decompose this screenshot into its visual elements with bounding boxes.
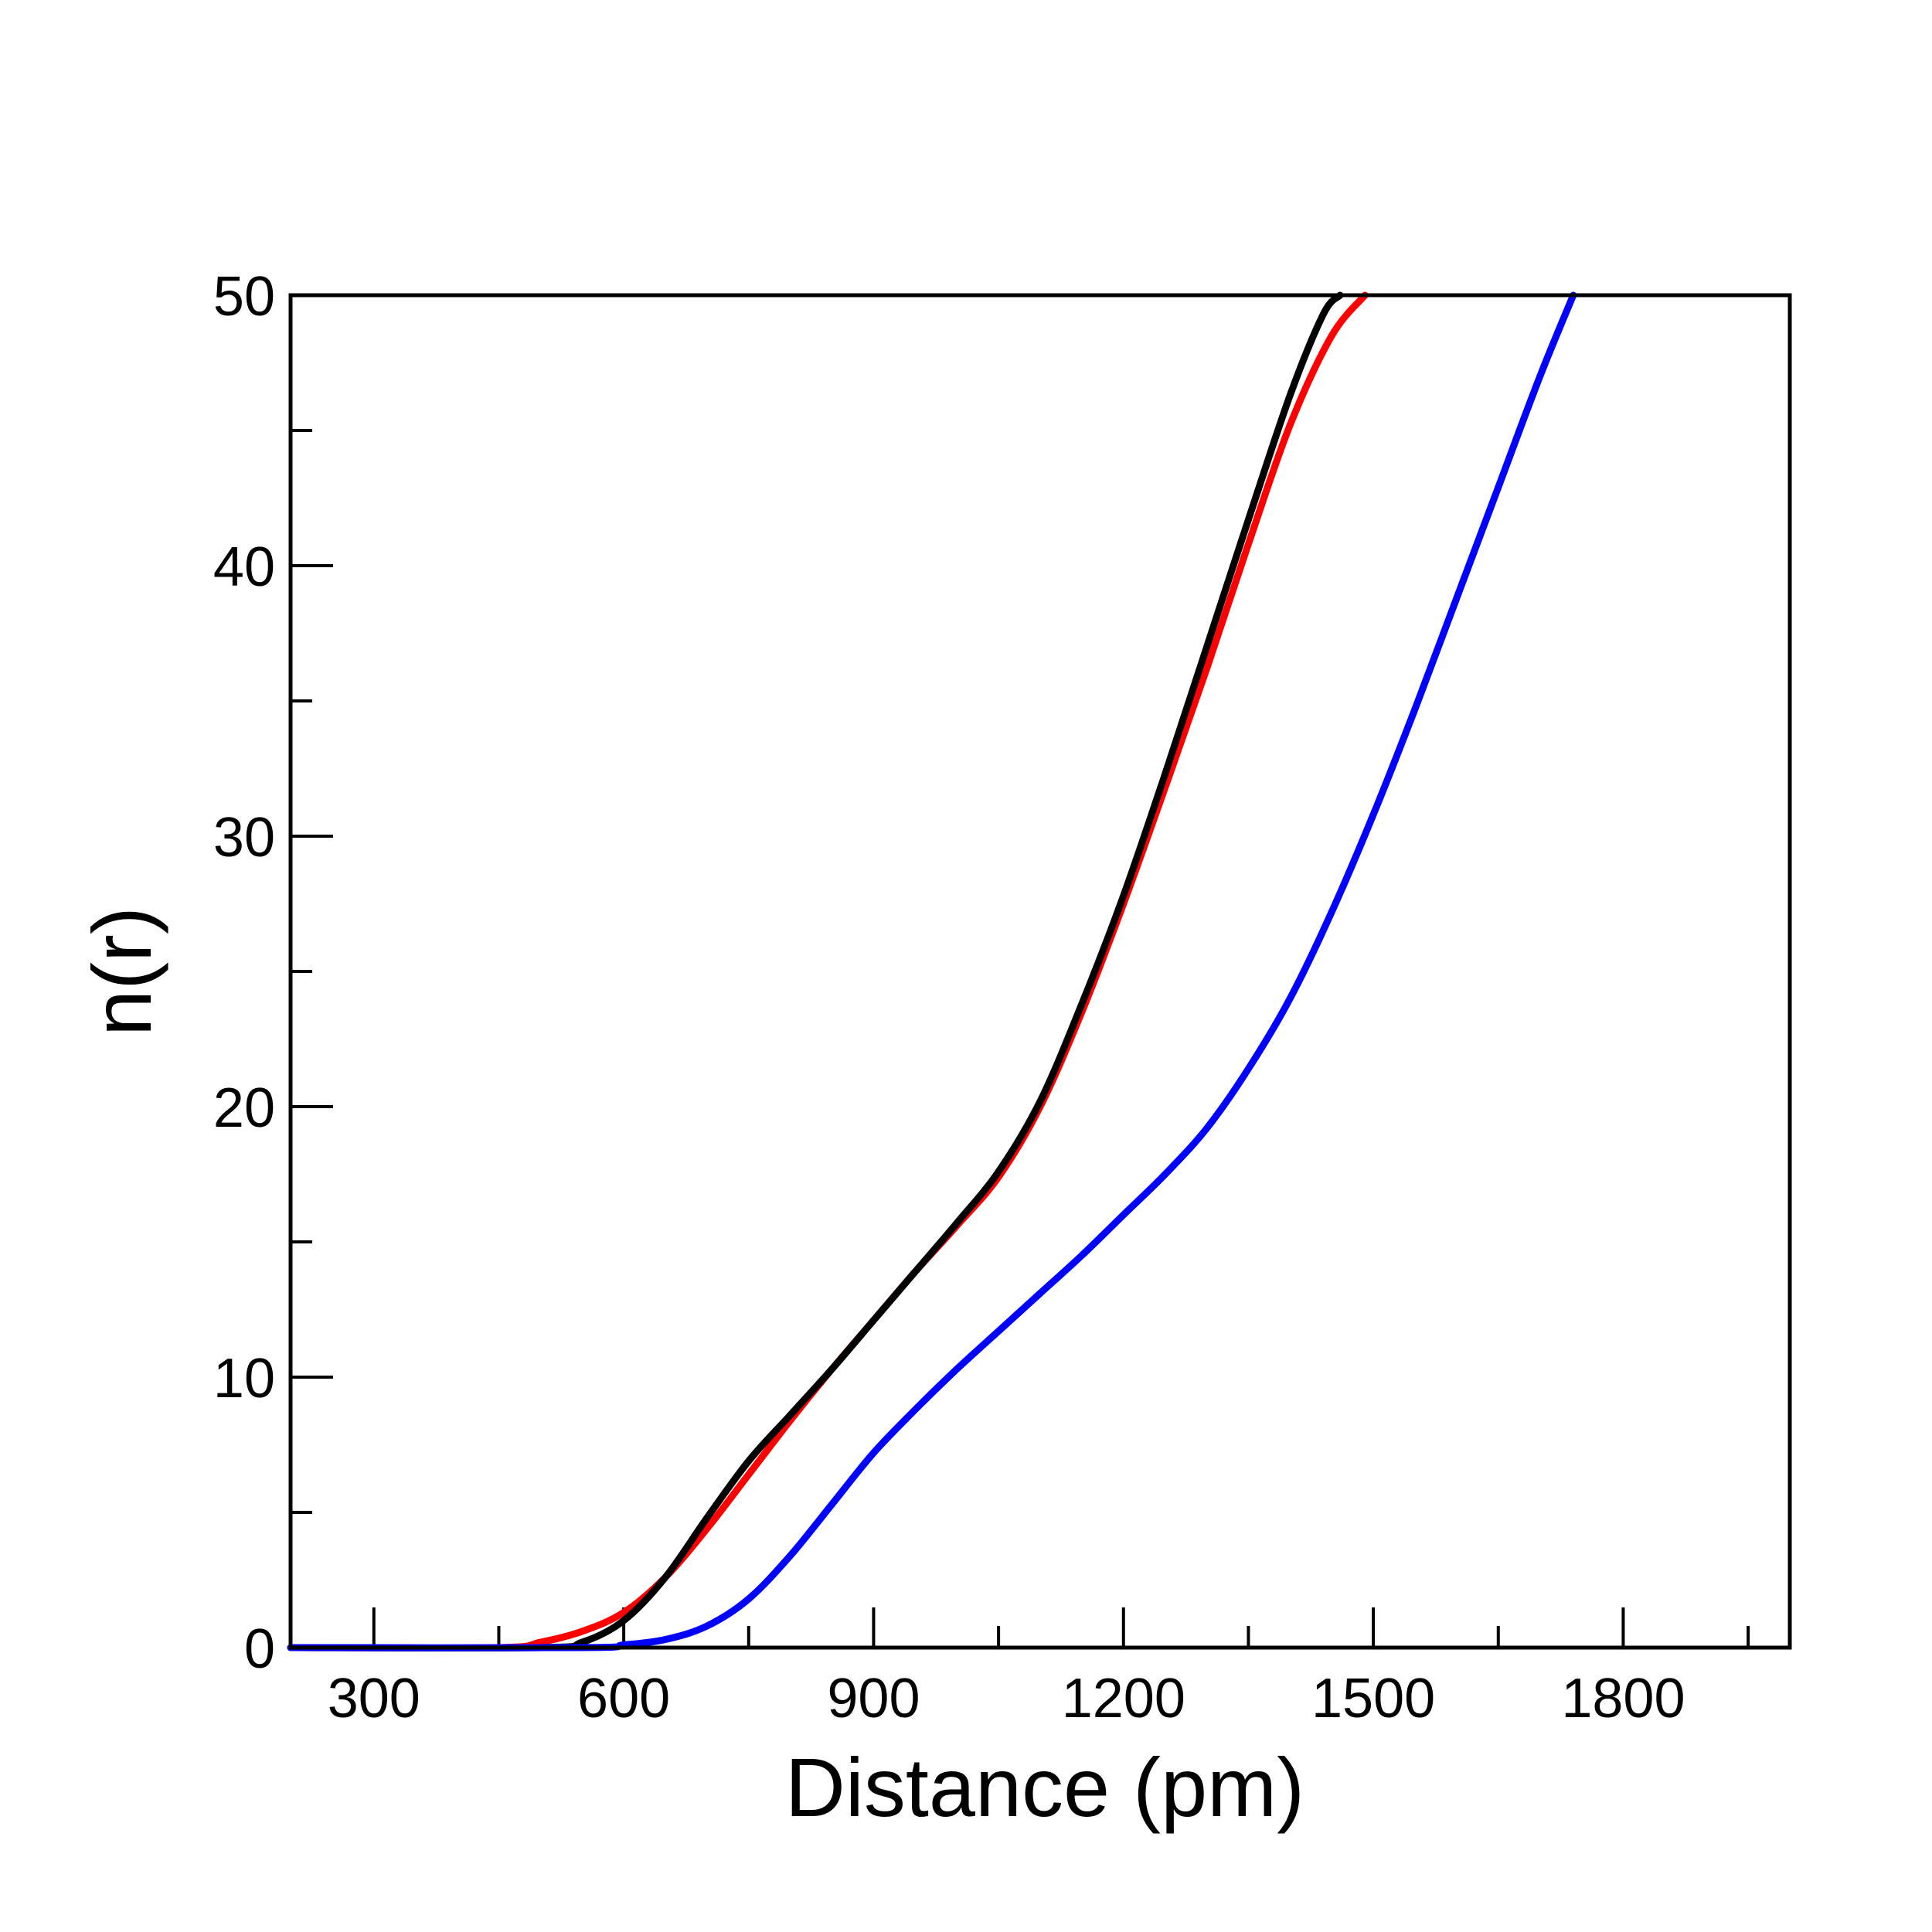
y-tick-label: 0: [244, 1618, 275, 1680]
x-tick-label: 900: [827, 1668, 920, 1730]
x-tick-label: 300: [328, 1668, 420, 1730]
y-tick-label: 10: [213, 1348, 275, 1410]
y-tick-label: 30: [213, 807, 275, 869]
y-axis-label: n(r): [75, 906, 168, 1036]
major-ticks: [291, 294, 1625, 1649]
series-line-2: [287, 291, 1344, 1652]
series-line-1: [287, 291, 1369, 1652]
series-line-3: [287, 291, 1577, 1651]
x-axis-label: Distance (pm): [785, 1740, 1304, 1834]
minor-ticks: [291, 429, 1750, 1648]
y-tick-labels: 0 10 20 30 40 50: [213, 266, 275, 1680]
series-layer: [287, 291, 1577, 1652]
x-tick-label: 1800: [1561, 1668, 1685, 1730]
plot-frame: [288, 293, 1792, 1650]
y-tick-label: 50: [213, 266, 275, 328]
x-tick-label: 1200: [1062, 1668, 1185, 1730]
y-tick-label: 20: [213, 1077, 275, 1139]
x-tick-label: 600: [577, 1668, 670, 1730]
y-tick-label: 40: [213, 536, 275, 598]
x-tick-label: 1500: [1311, 1668, 1435, 1730]
x-tick-labels: 300 600 900 1200 1500 1800: [328, 1668, 1685, 1730]
